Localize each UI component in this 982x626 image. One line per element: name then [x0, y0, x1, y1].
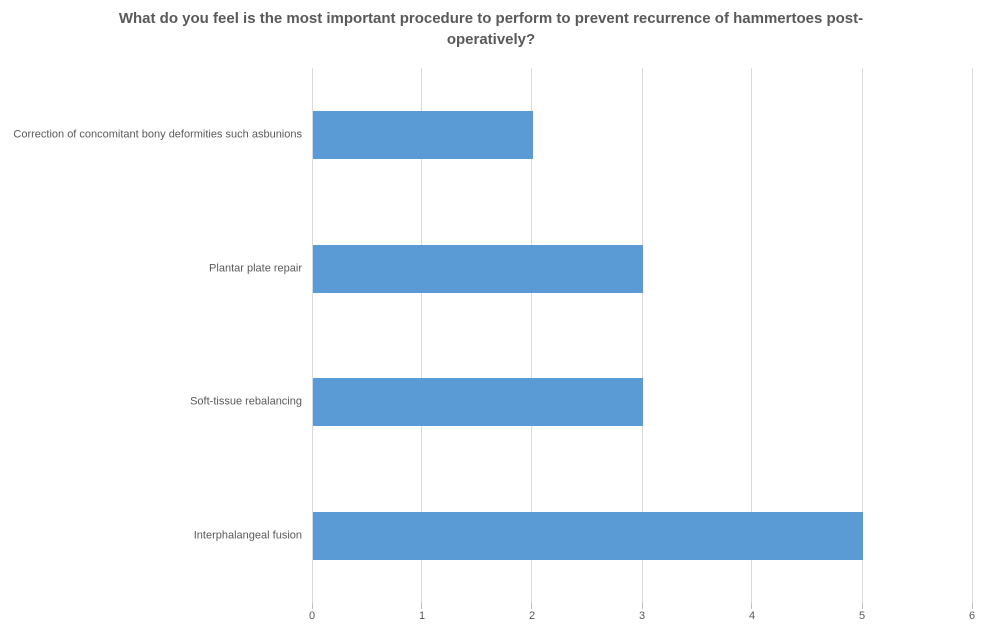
x-tick-mark [421, 603, 423, 609]
bar [313, 110, 533, 159]
gridline [971, 68, 973, 603]
gridline [751, 68, 753, 603]
x-tick-label: 3 [638, 610, 646, 622]
gridline [531, 68, 533, 603]
x-tick-mark [531, 603, 533, 609]
x-tick-label: 1 [418, 610, 426, 622]
x-tick-label: 2 [528, 610, 536, 622]
x-tick-label: 4 [748, 610, 756, 622]
category-label: Soft-tissue rebalancing [190, 395, 302, 408]
category-label: Interphalangeal fusion [193, 529, 302, 542]
gridline [641, 68, 643, 603]
bar [313, 512, 863, 561]
category-label: Correction of concomitant bony deformiti… [13, 128, 302, 141]
gridline [861, 68, 863, 603]
x-tick-mark [641, 603, 643, 609]
gridline [311, 68, 313, 603]
x-tick-mark [861, 603, 863, 609]
category-label: Plantar plate repair [209, 262, 302, 275]
x-tick-label: 6 [968, 610, 976, 622]
value-axis: 0 1 2 3 4 5 6 [308, 603, 976, 626]
x-tick-mark [971, 603, 973, 609]
plot-area [311, 68, 973, 603]
x-tick-label: 5 [858, 610, 866, 622]
bar [313, 244, 643, 293]
chart-title: What do you feel is the most important p… [118, 10, 864, 48]
x-tick-mark [311, 603, 313, 609]
x-tick-label: 0 [308, 610, 316, 622]
bar [313, 378, 643, 427]
gridline [421, 68, 423, 603]
x-tick-mark [751, 603, 753, 609]
